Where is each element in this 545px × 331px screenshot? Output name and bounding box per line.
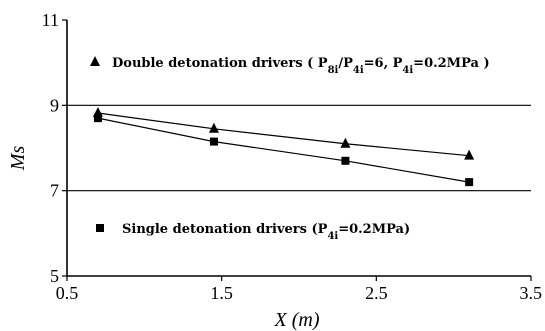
x-tick-label: 2.5 <box>365 283 388 303</box>
data-point-square <box>341 156 350 165</box>
legend-marker-triangle <box>90 56 100 66</box>
legend-subscript: 8i <box>328 65 339 76</box>
series-markers <box>92 107 475 187</box>
data-point-square <box>209 137 218 146</box>
legend-subscript: 4i <box>402 65 413 76</box>
y-tick-label: 7 <box>50 181 59 201</box>
gridlines <box>67 104 531 192</box>
x-tick-labels: 0.5 1.5 2.5 3.5 <box>56 283 542 303</box>
series-lines <box>97 112 470 183</box>
series-line-1 <box>97 112 470 157</box>
legend: Double detonation drivers ( P8i/P4i=6, P… <box>90 56 490 242</box>
y-tick-label: 5 <box>50 266 59 286</box>
y-tick-label: 9 <box>50 95 59 115</box>
legend-text-part: Single detonation drivers (P <box>122 222 328 237</box>
x-tick-label: 1.5 <box>210 283 233 303</box>
legend-entry-1: Double detonation drivers ( P8i/P4i=6, P… <box>112 56 490 76</box>
y-tick-labels: 5 7 9 11 <box>42 10 59 286</box>
x-axis-label: X (m) <box>274 309 320 331</box>
y-axis-label: Ms <box>7 146 29 172</box>
legend-marker-square <box>96 224 104 232</box>
data-point-triangle <box>208 122 219 133</box>
data-point-triangle <box>340 137 351 148</box>
x-tick-label: 3.5 <box>520 283 543 303</box>
legend-entry-2: Single detonation drivers (P4i=0.2MPa) <box>122 222 410 242</box>
legend-subscript: 4i <box>353 65 364 76</box>
data-point-square <box>465 178 474 187</box>
data-point-square <box>93 114 102 123</box>
legend-text-part: =0.2MPa ) <box>413 56 489 71</box>
y-tick-label: 11 <box>42 10 59 30</box>
series-line-2 <box>97 117 470 183</box>
legend-text-part: Double detonation drivers ( P <box>112 56 328 71</box>
legend-subscript: 4i <box>327 231 338 242</box>
x-tick-label: 0.5 <box>56 283 79 303</box>
data-point-triangle <box>464 149 475 160</box>
legend-text-part: /P <box>338 56 353 71</box>
legend-text-part: =6, P <box>364 56 403 71</box>
axes <box>62 19 532 281</box>
legend-text-part: =0.2MPa) <box>338 222 410 237</box>
